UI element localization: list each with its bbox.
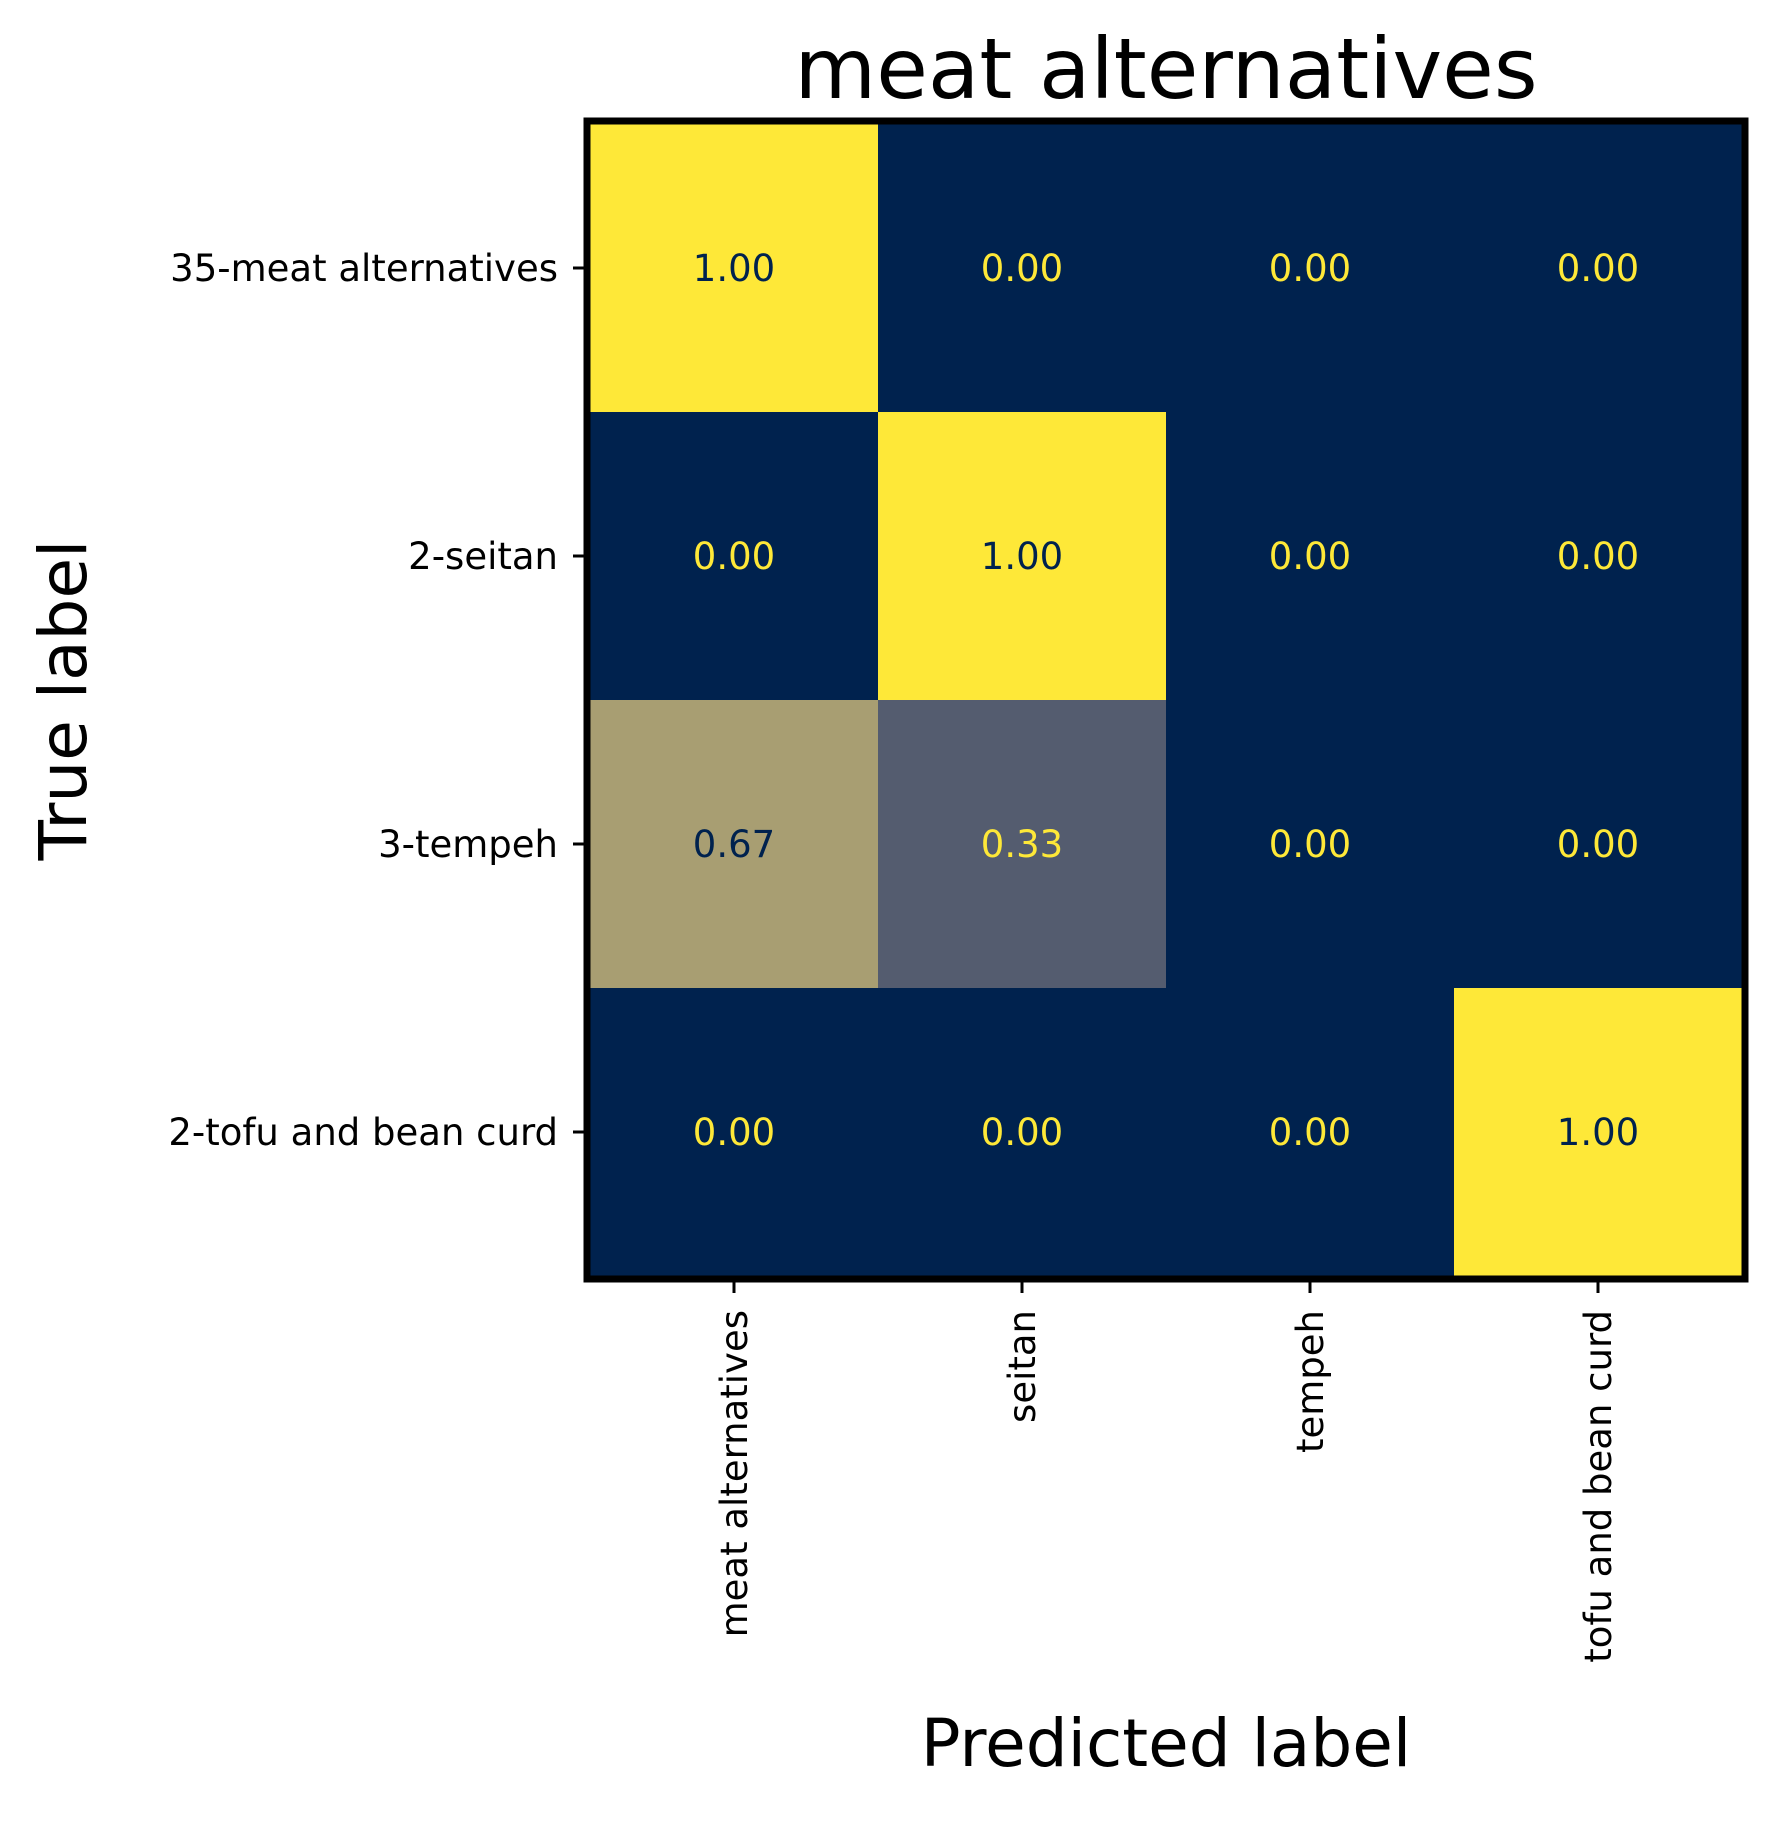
heatmap-cell-label: 0.00: [981, 1111, 1063, 1154]
x-tick-label: meat alternatives: [713, 1310, 756, 1637]
heatmap-cell: [1454, 988, 1743, 1277]
heatmap-cell-label: 1.00: [693, 247, 775, 290]
heatmap-cell-label: 0.00: [1269, 535, 1351, 578]
heatmap-cell-label: 0.00: [693, 535, 775, 578]
heatmap-cell: [878, 412, 1167, 701]
heatmap-cell-label: 0.00: [693, 1111, 775, 1154]
heatmap-cell: [1166, 124, 1455, 413]
x-axis-label: Predicted label: [921, 1705, 1411, 1782]
heatmap-cell: [590, 700, 879, 989]
heatmap-cell: [1454, 124, 1743, 413]
heatmap-cell: [878, 124, 1167, 413]
heatmap-cell: [1166, 700, 1455, 989]
y-axis-ticks: 35-meat alternatives 2-seitan 3-tempeh 2-to…: [168, 247, 587, 1154]
heatmap-cell-label: 0.67: [693, 823, 775, 866]
x-axis-ticks: meat alternatives seitan tempeh tofu and be…: [713, 1279, 1620, 1663]
y-tick-label: 2-tofu and bean curd: [168, 1111, 558, 1154]
heatmap-cell-label: 0.00: [1269, 247, 1351, 290]
heatmap-cell: [1454, 700, 1743, 989]
x-tick-label: seitan: [1001, 1310, 1044, 1423]
heatmap-cell-label: 0.00: [1557, 247, 1639, 290]
x-tick-label: tofu and bean curd: [1577, 1310, 1620, 1663]
heatmap-cell: [590, 124, 879, 413]
heatmap-cell: [878, 988, 1167, 1277]
heatmap-cell: [1454, 412, 1743, 701]
heatmap-cell: [590, 412, 879, 701]
heatmap-cell: [1166, 412, 1455, 701]
heatmap-cell: [1166, 988, 1455, 1277]
chart-title: meat alternatives: [794, 20, 1537, 118]
heatmap-cell-label: 0.00: [1269, 823, 1351, 866]
y-tick-label: 3-tempeh: [378, 823, 558, 866]
heatmap-cell-label: 1.00: [1557, 1111, 1639, 1154]
heatmap-cell-label: 1.00: [981, 535, 1063, 578]
heatmap-cell-label: 0.33: [981, 823, 1063, 866]
heatmap-cell-label: 0.00: [1557, 823, 1639, 866]
heatmap-cells: [590, 124, 1743, 1277]
heatmap-cell-label: 0.00: [981, 247, 1063, 290]
y-tick-label: 2-seitan: [408, 535, 558, 578]
heatmap-cell-labels: 1.00 0.00 0.00 0.00 0.00 1.00 0.00 0.00 0.67 0.33…: [693, 247, 1639, 1154]
heatmap-cell: [590, 988, 879, 1277]
plot-frame: [583, 117, 1749, 1283]
heatmap-cell-label: 0.00: [1557, 535, 1639, 578]
x-tick-label: tempeh: [1289, 1310, 1332, 1453]
y-axis-label: True label: [25, 540, 102, 862]
y-tick-label: 35-meat alternatives: [170, 247, 558, 290]
heatmap-cell-label: 0.00: [1269, 1111, 1351, 1154]
heatmap-cell: [878, 700, 1167, 989]
